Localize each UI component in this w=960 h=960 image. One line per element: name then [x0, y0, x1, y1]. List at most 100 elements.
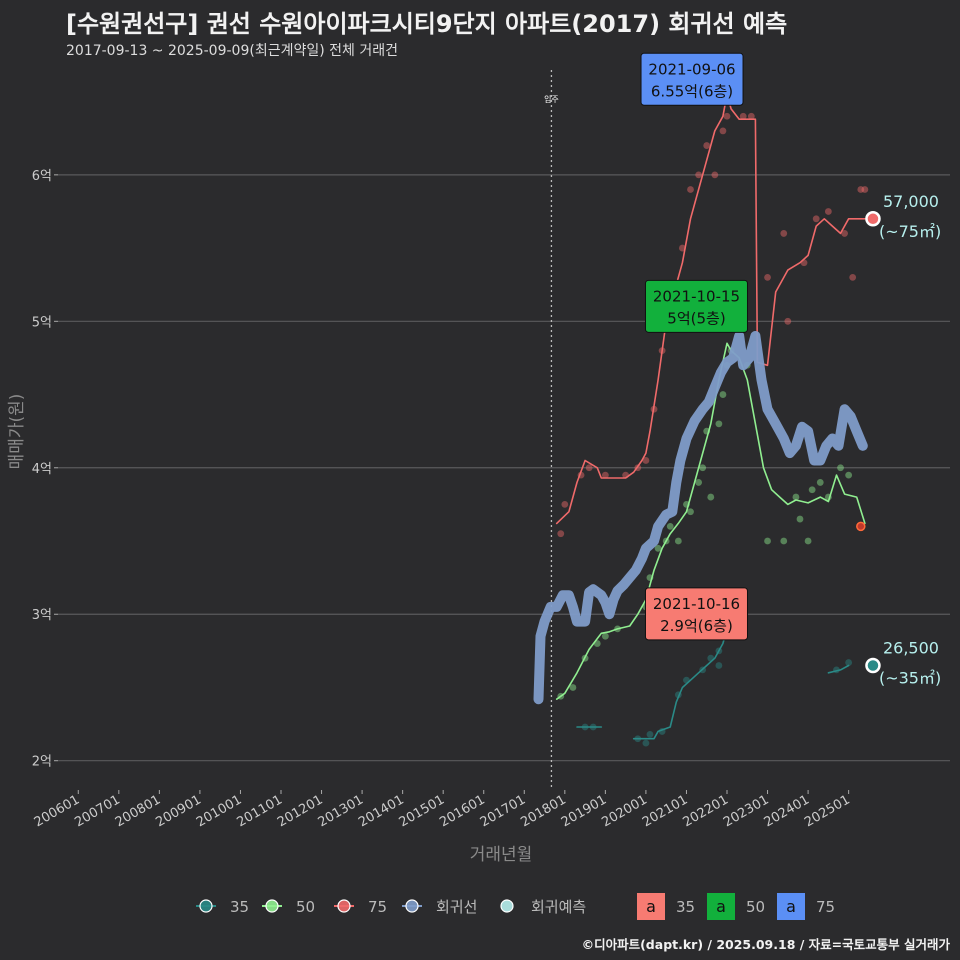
trade-point-50: [796, 515, 804, 523]
annotation-box: [644, 587, 748, 641]
legend-point-key: [265, 899, 279, 913]
series-line-75: [555, 93, 866, 525]
trade-point-75: [642, 457, 650, 464]
trade-points: [557, 112, 869, 747]
forecast-value-label: 26,500: [883, 639, 939, 658]
trade-point-75: [723, 112, 731, 120]
trade-point-75: [739, 112, 747, 120]
trade-point-50: [764, 537, 771, 545]
x-tick-label: 200801: [113, 792, 163, 830]
y-tick-label: 5억: [32, 315, 52, 330]
page-title: [수원권선구] 권선 수원아이파크시티9단지 아파트(2017) 회귀선 예측: [66, 10, 788, 38]
annotation-price: 5억(5층): [667, 309, 725, 327]
annotation-date: 2021-10-16: [653, 595, 740, 613]
trade-point-75: [764, 273, 771, 281]
trade-point-75: [711, 171, 719, 179]
legend-point-key: [199, 899, 213, 913]
trade-point-50: [666, 522, 674, 530]
trade-point-50: [687, 508, 694, 516]
trade-point-75: [812, 215, 820, 223]
annotation-price: 6.55억(6층): [651, 82, 733, 100]
legend-line-label: 회귀선: [436, 898, 477, 916]
legend-label-key: [637, 893, 665, 920]
y-axis-title: 매매가(원): [7, 394, 27, 470]
legend-line-label: 75: [368, 898, 387, 916]
x-tick-label: 202001: [599, 792, 649, 830]
legend-line-label: 35: [230, 898, 249, 916]
legend-point-key: [405, 899, 419, 913]
x-tick-label: 202401: [762, 792, 812, 830]
y-tick-labels: 2억 3억 4억 5억 6억: [32, 169, 52, 770]
legend-label-glyph: a: [646, 897, 656, 916]
x-tick-label: 200701: [72, 792, 122, 830]
x-tick-label: 202101: [640, 792, 690, 830]
series-lines: [533, 93, 868, 740]
annotation-price: 2.9억(6층): [660, 617, 733, 635]
trade-point-50: [654, 544, 662, 552]
series-line-35: [632, 628, 728, 740]
legend-label-glyph: a: [786, 897, 796, 916]
x-tick-label: 202501: [802, 792, 852, 830]
x-tick-label: 201301: [316, 792, 366, 830]
legend-label-key: [777, 893, 805, 920]
x-tick-label: 201901: [559, 792, 609, 830]
x-tick-labels: 2006012007012008012009012010012011012012…: [32, 792, 853, 830]
legend-label-text: 35: [676, 898, 695, 916]
trade-point-75: [861, 186, 869, 193]
trade-point-75: [780, 230, 788, 237]
x-tick-label: 201201: [275, 792, 325, 830]
x-tick-label: 201001: [194, 792, 244, 830]
y-tick-label: 3억: [32, 608, 52, 623]
trade-point-75: [824, 208, 832, 215]
outlier-marker: [856, 521, 866, 532]
trade-point-50: [601, 632, 609, 640]
x-tick-label: 201401: [356, 792, 406, 830]
trade-point-50: [845, 471, 853, 479]
x-tick-label: 201601: [437, 792, 487, 830]
legend-label-text: 50: [746, 898, 765, 916]
regression-line: [533, 331, 868, 705]
legend-point-key: [337, 899, 351, 913]
x-axis-title: 거래년월: [470, 845, 533, 865]
forecast-point: [865, 657, 881, 674]
y-tick-label: 2억: [32, 755, 52, 770]
move-in-label: 입주: [544, 95, 559, 104]
legend-label-key: [707, 893, 735, 920]
trade-point-35: [642, 739, 650, 747]
trade-point-75: [601, 471, 609, 479]
legend: 35 50 75 회귀선 회귀예측 a 35 a 50 a 75: [196, 893, 835, 920]
trade-point-75: [557, 530, 565, 538]
trade-point-50: [695, 479, 703, 486]
credit-text: ©디아파트(dapt.kr) / 2025.09.18 / 자료=국토교통부 실…: [581, 937, 950, 952]
x-tick-label: 202301: [721, 792, 771, 830]
legend-line-label: 50: [296, 898, 315, 916]
move-in-marker: 입주: [544, 70, 559, 790]
page-subtitle: 2017-09-13 ~ 2025-09-09(최근계약일) 전체 거래건: [66, 43, 398, 59]
axis-labels: 거래년월 매매가(원): [7, 394, 532, 865]
x-tick-label: 202201: [681, 792, 731, 830]
trade-point-75: [841, 230, 848, 237]
x-tick-label: 201701: [478, 792, 528, 830]
y-tick-label: 6억: [32, 169, 52, 184]
trade-point-75: [849, 273, 857, 281]
trade-point-50: [707, 493, 715, 501]
trade-point-50: [816, 479, 824, 486]
forecast-point: [865, 211, 881, 227]
trade-point-50: [837, 464, 844, 472]
forecast-area-label: (~75㎡): [879, 222, 941, 241]
trade-point-50: [699, 464, 707, 472]
trade-point-75: [784, 317, 792, 325]
trade-point-50: [792, 493, 800, 501]
x-tick-label: 201101: [235, 792, 285, 830]
series-line-35: [827, 664, 850, 674]
x-tick-label: 201501: [397, 792, 447, 830]
trade-point-75: [719, 127, 727, 135]
annotation-box: [640, 52, 744, 106]
trade-point-75: [695, 171, 703, 179]
trade-point-75: [747, 112, 755, 120]
forecast-value-label: 57,000: [883, 192, 939, 211]
trade-point-50: [808, 486, 816, 494]
annotation-date: 2021-09-06: [648, 60, 735, 78]
trade-point-35: [646, 730, 654, 738]
